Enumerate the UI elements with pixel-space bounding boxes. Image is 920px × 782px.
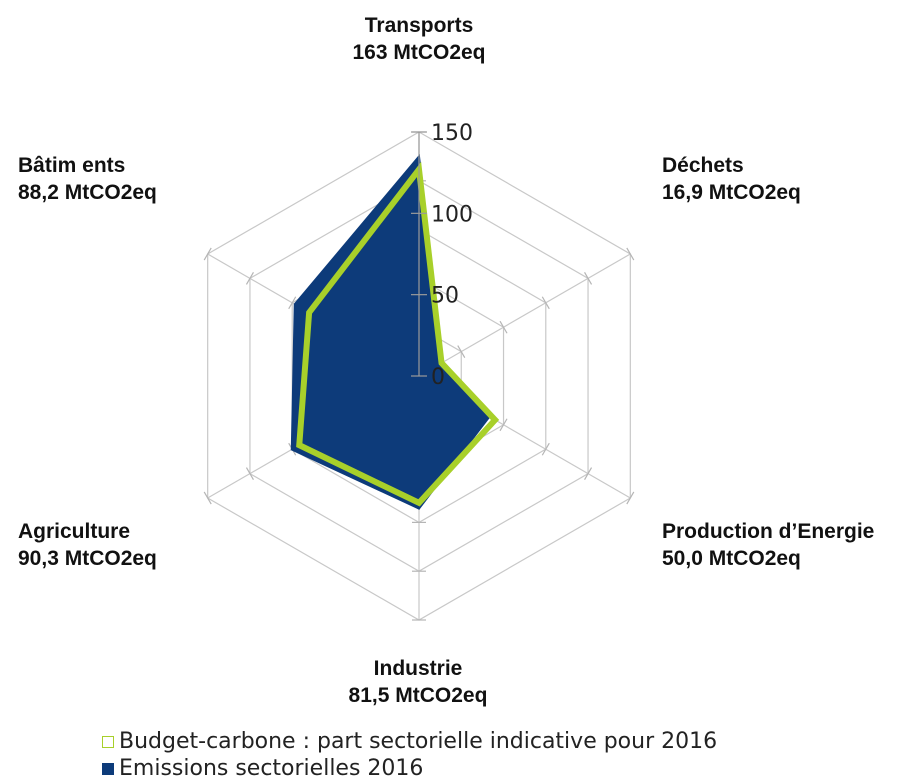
tick-label-150: 150 xyxy=(431,121,473,146)
spoke-tick xyxy=(541,442,550,456)
spoke-tick xyxy=(245,272,254,285)
axis-label-5: Bâtim ents xyxy=(18,154,125,177)
axis-value-3: 81,5 MtCO2eq xyxy=(349,684,488,707)
legend-label-emissions: Emissions sectorielles 2016 xyxy=(119,756,424,781)
axis-value-4: 90,3 MtCO2eq xyxy=(18,547,157,570)
axis-label-2: Production d’Energie xyxy=(662,520,874,543)
axis-value-0: 163 MtCO2eq xyxy=(352,41,485,64)
spoke-tick xyxy=(584,272,593,285)
axis-label-3: Industrie xyxy=(374,657,463,680)
legend-item-budget: Budget-carbone : part sectorielle indica… xyxy=(102,728,717,755)
tick-label-0: 0 xyxy=(431,365,445,390)
axis-label-0: Transports xyxy=(365,14,474,37)
spoke-tick xyxy=(626,247,635,261)
axis-label-1: Déchets xyxy=(662,154,744,177)
tick-label-100: 100 xyxy=(431,202,473,227)
spoke-tick xyxy=(499,418,508,432)
series-layer xyxy=(290,153,500,510)
spoke-tick xyxy=(499,320,508,334)
radial-ticks: 0 50 100 150 xyxy=(411,121,473,390)
axis-labels: Transports 163 MtCO2eq Déchets 16,9 MtCO2eq… xyxy=(18,14,874,707)
grid-spoke xyxy=(418,253,631,377)
tick-label-50: 50 xyxy=(431,284,459,309)
legend-swatch-emissions xyxy=(102,762,114,775)
spoke-tick xyxy=(288,296,297,310)
series-budget-outline xyxy=(296,161,500,507)
legend-swatch-budget xyxy=(102,735,114,748)
axis-value-5: 88,2 MtCO2eq xyxy=(18,181,157,204)
spoke-tick xyxy=(203,247,212,261)
spoke-tick xyxy=(245,467,254,480)
spoke-tick xyxy=(457,345,466,358)
spoke-tick xyxy=(626,491,635,505)
legend-item-emissions: Emissions sectorielles 2016 xyxy=(102,755,717,782)
spoke-tick xyxy=(541,296,550,310)
spoke-tick xyxy=(584,467,593,480)
legend-label-budget: Budget-carbone : part sectorielle indica… xyxy=(119,729,718,754)
spoke-tick xyxy=(203,491,212,505)
axis-label-4: Agriculture xyxy=(18,520,130,543)
axis-value-2: 50,0 MtCO2eq xyxy=(662,547,801,570)
axis-value-1: 16,9 MtCO2eq xyxy=(662,181,801,204)
legend: Budget-carbone : part sectorielle indica… xyxy=(102,728,717,782)
